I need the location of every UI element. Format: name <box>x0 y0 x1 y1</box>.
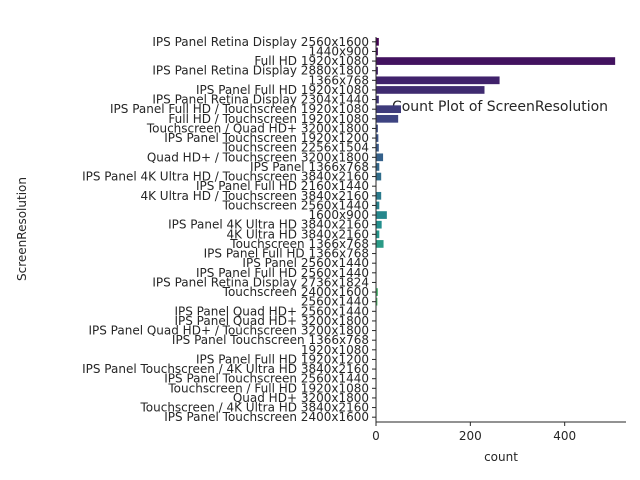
bar <box>376 95 379 104</box>
bar <box>376 134 379 142</box>
bar <box>376 211 387 219</box>
bar <box>376 124 378 133</box>
bar <box>376 86 485 94</box>
y-tick-label: Quad HD+ / Touchscreen 3200x1800 <box>147 150 369 164</box>
y-tick-label: 1600x900 <box>308 208 369 222</box>
y-tick-label: Touchscreen / Quad HD+ 3200x1800 <box>146 121 369 135</box>
y-tick-label: IPS Panel Retina Display 2560x1600 <box>152 35 369 49</box>
bar <box>376 57 616 65</box>
bar <box>376 240 384 248</box>
y-axis-ticks: IPS Panel Retina Display 2560x16001440x9… <box>82 35 376 424</box>
y-tick-label: IPS Panel Touchscreen 2560x1440 <box>164 372 369 386</box>
y-tick-label: 1440x900 <box>308 44 369 58</box>
bar <box>376 288 378 296</box>
bar <box>376 220 382 229</box>
bar <box>376 66 378 75</box>
bar <box>376 114 399 123</box>
bar <box>376 201 380 210</box>
bar <box>376 143 379 152</box>
y-tick-label: Full HD / Touchscreen 1920x1080 <box>168 112 369 126</box>
y-tick-label: IPS Panel Quad HD+ / Touchscreen 3200x18… <box>88 324 369 338</box>
y-tick-label: IPS Panel Retina Display 2736x1824 <box>152 275 369 289</box>
bar <box>376 230 380 239</box>
bar <box>376 105 401 114</box>
bar <box>376 47 378 56</box>
bar <box>376 191 382 200</box>
y-tick-label: Touchscreen 1366x768 <box>229 237 369 251</box>
y-tick-label: IPS Panel Quad HD+ 3200x1800 <box>174 314 369 328</box>
y-tick-label: Touchscreen / 4K Ultra HD 3840x2160 <box>139 401 369 415</box>
bar <box>376 76 500 85</box>
y-tick-label: 4K Ultra HD / Touchscreen 3840x2160 <box>140 189 369 203</box>
y-tick-label: IPS Panel Touchscreen / 4K Ultra HD 3840… <box>82 362 369 376</box>
y-tick-label: IPS Panel 2560x1440 <box>242 256 369 270</box>
bar <box>376 172 382 181</box>
y-tick-label: Touchscreen 2400x1600 <box>222 285 369 299</box>
y-tick-label: IPS Panel Full HD 1920x1080 <box>196 83 369 97</box>
y-tick-label: 1366x768 <box>308 73 369 87</box>
y-tick-label: IPS Panel Touchscreen 1920x1200 <box>164 131 369 145</box>
y-tick-label: IPS Panel Retina Display 2304x1440 <box>152 93 369 107</box>
x-tick-label: 400 <box>553 429 576 443</box>
x-axis-label: count <box>484 450 518 464</box>
y-axis-label: ScreenResolution <box>15 177 29 281</box>
y-tick-label: Touchscreen 2560x1440 <box>222 198 369 212</box>
y-tick-label: Quad HD+ 3200x1800 <box>233 391 369 405</box>
y-tick-label: IPS Panel 1366x768 <box>250 160 369 174</box>
y-tick-label: IPS Panel Touchscreen 2400x1600 <box>164 410 369 424</box>
y-tick-label: Touchscreen 2256x1504 <box>222 141 369 155</box>
y-tick-label: Touchscreen / Full HD 1920x1080 <box>167 381 369 395</box>
bar <box>376 153 384 162</box>
y-tick-label: 1920x1080 <box>301 343 369 357</box>
bar-group <box>376 37 616 422</box>
bar <box>376 37 379 46</box>
x-tick-label: 200 <box>459 429 482 443</box>
y-tick-label: IPS Panel 4K Ultra HD 3840x2160 <box>168 218 369 232</box>
chart-title: Count Plot of ScreenResolution <box>392 99 608 115</box>
y-tick-label: IPS Panel Full HD / Touchscreen 1920x108… <box>110 102 369 116</box>
y-tick-label: IPS Panel 4K Ultra HD / Touchscreen 3840… <box>82 170 369 184</box>
y-tick-label: IPS Panel Retina Display 2880x1800 <box>152 64 369 78</box>
x-tick-label: 0 <box>372 429 380 443</box>
bar <box>376 297 378 306</box>
bar <box>376 163 380 171</box>
y-tick-label: IPS Panel Full HD 1366x768 <box>204 247 369 261</box>
y-tick-label: 4K Ultra HD 3840x2160 <box>227 227 370 241</box>
y-tick-label: IPS Panel Full HD 1920x1200 <box>196 352 369 366</box>
y-tick-label: IPS Panel Full HD 2560x1440 <box>196 266 369 280</box>
y-tick-label: IPS Panel Quad HD+ 2560x1440 <box>174 304 369 318</box>
y-tick-label: IPS Panel Touchscreen 1366x768 <box>172 333 369 347</box>
y-tick-label: Full HD 1920x1080 <box>254 54 369 68</box>
y-tick-label: 2560x1440 <box>301 295 369 309</box>
x-axis-ticks: 0 200 400 <box>372 422 576 443</box>
y-tick-label: IPS Panel Full HD 2160x1440 <box>196 179 369 193</box>
